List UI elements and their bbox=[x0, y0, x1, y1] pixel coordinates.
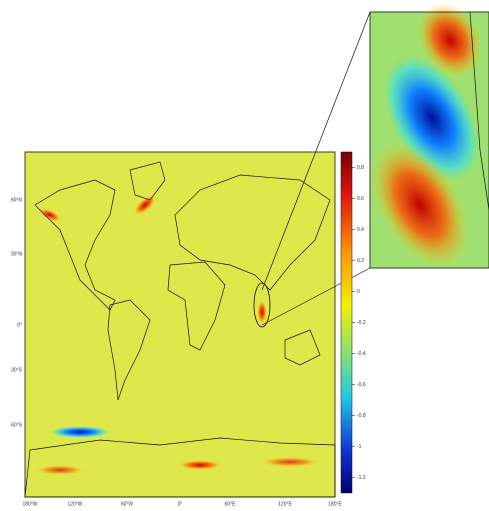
lon-label: 120°W bbox=[67, 501, 82, 507]
coastline bbox=[469, 11, 489, 211]
colorbar-label: -1.2 bbox=[357, 475, 366, 481]
lat-label: 60°N bbox=[11, 197, 23, 203]
inset-border bbox=[369, 11, 489, 269]
colorbar-label: 0.4 bbox=[357, 227, 364, 233]
anomaly bbox=[257, 300, 267, 324]
lon-label: 0° bbox=[178, 501, 183, 507]
map-frame bbox=[24, 151, 336, 498]
colorbar-label: 0.2 bbox=[357, 258, 364, 264]
anomaly bbox=[260, 457, 320, 467]
anomaly bbox=[133, 194, 157, 216]
coastline bbox=[167, 261, 226, 351]
lat-label: 30°S bbox=[11, 367, 23, 373]
lat-label: 60°S bbox=[11, 422, 23, 428]
colorbar-label: -0.2 bbox=[357, 320, 366, 326]
colorbar-label: -0.8 bbox=[357, 413, 366, 419]
lat-label: 0° bbox=[17, 322, 22, 328]
lon-label: 180°W bbox=[22, 501, 37, 507]
colorbar-label: -0.6 bbox=[357, 382, 366, 388]
anomaly bbox=[38, 208, 62, 222]
anomaly bbox=[50, 426, 110, 438]
colorbar-label: 0 bbox=[357, 289, 360, 295]
lon-label: 60°W bbox=[121, 501, 134, 507]
anomaly bbox=[370, 141, 470, 269]
colorbar bbox=[340, 151, 353, 494]
inset bbox=[369, 2, 489, 269]
coastline bbox=[34, 179, 116, 311]
colorbar-label: -1 bbox=[357, 444, 362, 450]
coastline bbox=[284, 329, 321, 366]
zoom-line bbox=[261, 11, 371, 291]
map bbox=[24, 11, 371, 498]
lon-label: 120°E bbox=[278, 501, 292, 507]
lon-label: 180°E bbox=[328, 501, 342, 507]
coastline bbox=[129, 161, 166, 201]
anomaly bbox=[417, 2, 483, 78]
colorbar-label: 0.6 bbox=[357, 196, 364, 202]
coastline bbox=[174, 174, 331, 291]
lat-label: 30°N bbox=[11, 251, 23, 257]
coastline bbox=[24, 437, 336, 498]
coastline bbox=[107, 299, 151, 401]
colorbar-label: 0.8 bbox=[357, 165, 364, 171]
colorbar-label: -0.4 bbox=[357, 351, 366, 357]
anomaly bbox=[35, 465, 85, 475]
zoom-region bbox=[253, 282, 271, 328]
lon-label: 60°E bbox=[225, 501, 237, 507]
anomaly bbox=[178, 460, 222, 470]
